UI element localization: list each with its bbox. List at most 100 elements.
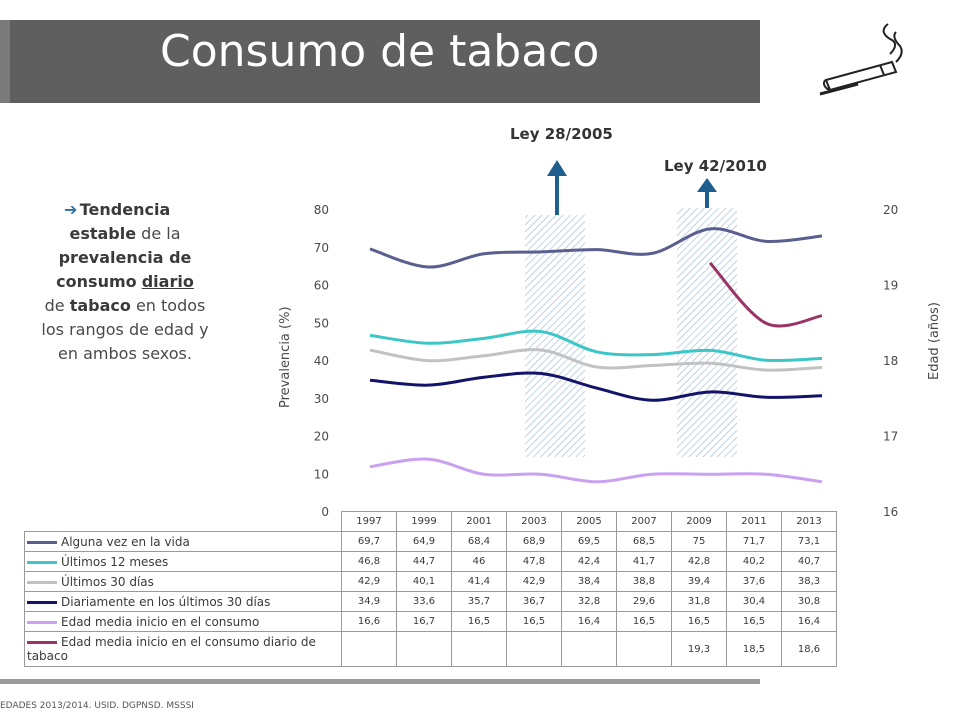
table-cell	[506, 631, 562, 667]
title-bar	[0, 20, 760, 103]
table-cell: 69,7	[341, 531, 397, 552]
legend-entry: Edad media inicio en el consumo diario d…	[24, 631, 342, 667]
legend-label: Diariamente en los últimos 30 días	[61, 594, 271, 609]
table-cell: 16,7	[396, 611, 452, 632]
legend-entry: Últimos 12 meses	[24, 551, 342, 572]
y-tick-left: 80	[314, 203, 329, 217]
table-header-year: 1997	[341, 511, 397, 532]
y-tick-left: 0	[321, 505, 329, 519]
table-cell: 42,8	[671, 551, 727, 572]
table-cell: 64,9	[396, 531, 452, 552]
table-cell: 32,8	[561, 591, 617, 612]
legend-swatch	[27, 600, 57, 604]
table-cell	[396, 631, 452, 667]
table-cell: 73,1	[781, 531, 837, 552]
table-cell: 16,6	[341, 611, 397, 632]
cigarette-icon	[819, 23, 903, 96]
series-line-4	[369, 457, 823, 484]
table-cell	[616, 631, 672, 667]
table-cell: 39,4	[671, 571, 727, 592]
table-cell: 33,6	[396, 591, 452, 612]
table-cell: 31,8	[671, 591, 727, 612]
series-line-5	[708, 261, 823, 328]
table-row: Últimos 30 días 42,9 40,1 41,4 42,9 38,4 38,8 3…	[24, 571, 837, 592]
table-cell: 16,5	[451, 611, 507, 632]
table-cell: 38,4	[561, 571, 617, 592]
y-axis-label-right: Edad (años)	[927, 302, 942, 380]
table-row: Alguna vez en la vida 69,7 64,9 68,4 68,9 69,…	[24, 531, 837, 552]
y-tick-left: 40	[314, 354, 329, 368]
page-title: Consumo de tabaco	[160, 26, 600, 77]
table-cell: 42,9	[341, 571, 397, 592]
table-cell: 16,5	[726, 611, 782, 632]
table-cell	[451, 631, 507, 667]
table-header-year: 2013	[781, 511, 837, 532]
legend-entry: Diariamente en los últimos 30 días	[24, 591, 342, 612]
footer-divider	[0, 679, 760, 684]
table-header-year: 2003	[506, 511, 562, 532]
table-cell: 46,8	[341, 551, 397, 572]
table-cell: 16,4	[561, 611, 617, 632]
table-cell: 68,5	[616, 531, 672, 552]
table-cell: 69,5	[561, 531, 617, 552]
highlight-region-2010	[677, 208, 737, 457]
legend-swatch	[27, 560, 57, 564]
law-arrow-2010-icon	[697, 178, 717, 208]
table-cell: 29,6	[616, 591, 672, 612]
table-header-year: 1999	[396, 511, 452, 532]
legend-label: Últimos 12 meses	[61, 554, 169, 569]
table-cell: 16,5	[671, 611, 727, 632]
y-tick-left: 20	[314, 430, 329, 444]
trend-note-text-2: de	[44, 296, 70, 315]
table-header-year: 2011	[726, 511, 782, 532]
table-cell: 44,7	[396, 551, 452, 572]
table-corner	[25, 512, 342, 532]
trend-note-word-3: prevalencia de consumo	[56, 248, 192, 291]
legend-swatch	[27, 641, 57, 644]
legend-swatch	[27, 580, 57, 584]
trend-note-word-2: estable	[69, 224, 137, 243]
table-header-year: 2005	[561, 511, 617, 532]
table-cell: 40,7	[781, 551, 837, 572]
table-cell: 68,4	[451, 531, 507, 552]
trend-note: Tendencia estable de la prevalencia de c…	[36, 198, 214, 366]
y-tick-right: 19	[883, 279, 898, 293]
trend-note-word-5: tabaco	[69, 296, 131, 315]
table-cell: 30,4	[726, 591, 782, 612]
table-row: Edad media inicio en el consumo 16,6 16,7 1…	[24, 611, 837, 632]
table-cell: 36,7	[506, 591, 562, 612]
table-cell: 46	[451, 551, 507, 572]
table-cell: 42,4	[561, 551, 617, 572]
table-cell: 34,9	[341, 591, 397, 612]
legend-entry: Alguna vez en la vida	[24, 531, 342, 552]
table-cell: 41,7	[616, 551, 672, 572]
table-header-year: 2001	[451, 511, 507, 532]
table-cell: 35,7	[451, 591, 507, 612]
y-tick-right: 20	[883, 203, 898, 217]
data-table: 1997 1999 2001 2003 2005 2007 2009 2011 2013 Algu…	[24, 511, 837, 667]
legend-label: Alguna vez en la vida	[61, 534, 190, 549]
y-tick-right: 16	[883, 505, 898, 519]
table-cell: 75	[671, 531, 727, 552]
table-cell: 19,3	[671, 631, 727, 667]
law-label-2010: Ley 42/2010	[664, 157, 767, 175]
y-tick-left: 50	[314, 316, 329, 330]
table-cell	[561, 631, 617, 667]
trend-note-word-1: Tendencia	[79, 200, 171, 219]
legend-entry: Edad media inicio en el consumo	[24, 611, 342, 632]
table-cell: 37,6	[726, 571, 782, 592]
table-row: Últimos 12 meses 46,8 44,7 46 47,8 42,4 41,7 42…	[24, 551, 837, 572]
y-tick-right: 18	[883, 354, 898, 368]
table-row: Diariamente en los últimos 30 días 34,9 33…	[24, 591, 837, 612]
table-cell: 42,9	[506, 571, 562, 592]
table-cell: 16,5	[616, 611, 672, 632]
table-cell: 38,3	[781, 571, 837, 592]
table-cell: 68,9	[506, 531, 562, 552]
legend-label: Últimos 30 días	[61, 574, 154, 589]
y-tick-left: 30	[314, 392, 329, 406]
table-cell: 18,5	[726, 631, 782, 667]
table-cell: 47,8	[506, 551, 562, 572]
law-label-2005: Ley 28/2005	[510, 125, 613, 143]
trend-note-word-4: diario	[141, 272, 194, 291]
